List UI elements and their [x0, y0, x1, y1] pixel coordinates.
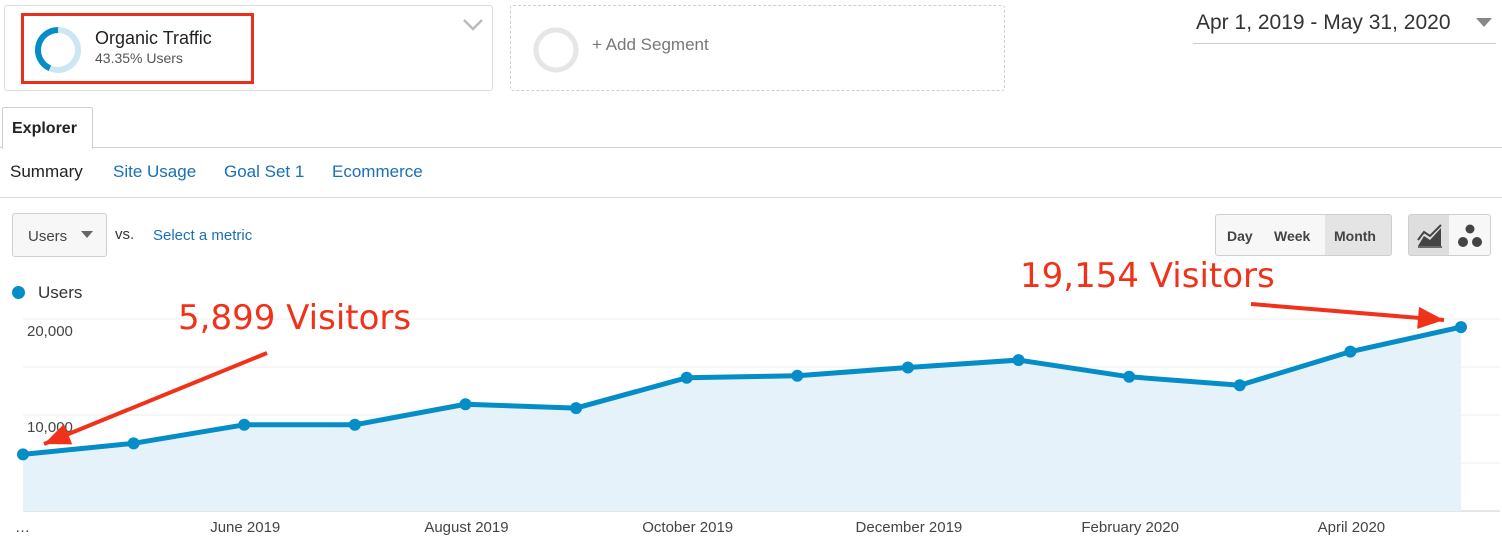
add-segment-label[interactable]: + Add Segment [592, 35, 709, 54]
users-data-point [17, 448, 29, 461]
annotation-arrow-start [43, 351, 268, 446]
line-chart-button[interactable] [1408, 214, 1450, 256]
legend-users-dot [12, 286, 25, 299]
metric-select[interactable]: Users [12, 213, 107, 257]
segment-title: Organic Traffic [95, 28, 212, 48]
subnav-summary[interactable]: Summary [10, 162, 83, 181]
users-data-point [1233, 379, 1246, 392]
granularity-day-label: Day [1227, 228, 1253, 244]
tab-explorer[interactable]: Explorer [2, 107, 93, 149]
empty-segment-ring-icon [533, 27, 579, 73]
users-data-point [459, 398, 472, 411]
x-tick-label: June 2019 [210, 519, 280, 536]
granularity-week-button[interactable]: Week [1264, 214, 1326, 256]
annotation-start-visitors: 5,899 Visitors [178, 298, 412, 338]
segment-highlight-box [21, 13, 254, 84]
date-range-picker[interactable] [1193, 10, 1496, 44]
users-data-point [348, 418, 361, 431]
users-data-point [127, 437, 140, 450]
x-tick-label: … [15, 519, 30, 536]
users-data-point [791, 369, 804, 382]
users-data-point [1344, 345, 1357, 358]
x-tick-label: August 2019 [424, 519, 508, 536]
annotation-arrow-end [1250, 302, 1445, 322]
users-data-point [1123, 370, 1136, 383]
annotation-arrow-end-head [1417, 306, 1444, 329]
users-data-point [901, 361, 914, 374]
add-segment-button[interactable] [510, 5, 1005, 91]
x-tick-label: April 2020 [1318, 519, 1386, 536]
users-series-line [22, 324, 1462, 457]
subnav-goal-set-1[interactable]: Goal Set 1 [224, 162, 305, 181]
tab-divider [0, 147, 1502, 148]
subnav-ecommerce[interactable]: Ecommerce [332, 162, 423, 181]
chevron-down-icon[interactable] [462, 18, 484, 32]
legend-users-label: Users [38, 283, 83, 302]
users-data-point [1455, 321, 1467, 334]
select-metric-link[interactable]: Select a metric [153, 227, 253, 244]
segment-subtitle: 43.35% Users [95, 50, 183, 66]
granularity-month-button[interactable]: Month [1325, 214, 1392, 256]
granularity-week-label: Week [1274, 228, 1311, 244]
y-tick-label: 20,000 [27, 323, 73, 340]
granularity-day-button[interactable]: Day [1215, 214, 1265, 256]
x-tick-label: December 2019 [856, 519, 963, 536]
users-data-point [1012, 354, 1025, 367]
x-tick-label: October 2019 [642, 519, 733, 536]
line-chart-icon [1417, 224, 1442, 248]
subnav-site-usage[interactable]: Site Usage [113, 162, 197, 181]
tab-explorer-label: Explorer [12, 120, 77, 137]
segment-donut-icon [35, 27, 81, 73]
vs-label: vs. [115, 226, 135, 243]
users-data-point [570, 402, 583, 415]
caret-down-icon[interactable] [1476, 18, 1492, 28]
subnav-divider [0, 197, 1502, 198]
users-data-point [238, 418, 251, 431]
metric-select-value: Users [28, 228, 68, 245]
granularity-month-label: Month [1334, 228, 1376, 244]
annotation-arrow-start-head [44, 423, 73, 445]
users-area-fill [23, 327, 1461, 511]
motion-chart-icon [1458, 224, 1482, 247]
x-tick-label: February 2020 [1081, 519, 1179, 536]
motion-chart-button[interactable] [1449, 214, 1491, 256]
date-range-label[interactable]: Apr 1, 2019 - May 31, 2020 [1196, 11, 1451, 34]
caret-down-icon[interactable] [81, 231, 93, 239]
segment-card-organic-traffic[interactable] [4, 5, 493, 91]
users-data-point [680, 371, 693, 384]
annotation-end-visitors: 19,154 Visitors [1020, 256, 1275, 296]
